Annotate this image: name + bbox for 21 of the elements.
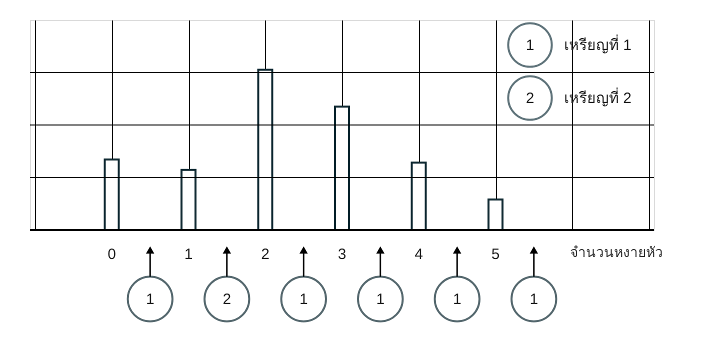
text: 2 [222,291,232,308]
text: 1 [146,291,154,308]
text: 1 [530,291,538,308]
bar [410,162,427,231]
x-tick-label: 3 [338,246,346,263]
annotation: 2 [526,90,534,107]
x-tick-label: 5 [491,246,500,263]
x-axis-title: จำนวนหงายหัว [570,244,663,260]
x-tick-label: 4 [414,246,423,263]
text: 1 [299,291,308,308]
text: 1 [452,291,462,308]
text: 1 [376,291,385,308]
bar [488,198,504,231]
x-tick-label: 0 [108,246,116,263]
bar [334,106,350,231]
text: 1 [526,37,534,54]
bar [180,168,196,231]
bar [104,158,120,231]
bar [257,68,274,231]
x-tick-label: 1 [184,246,193,263]
x-tick-label: 2 [261,246,270,263]
